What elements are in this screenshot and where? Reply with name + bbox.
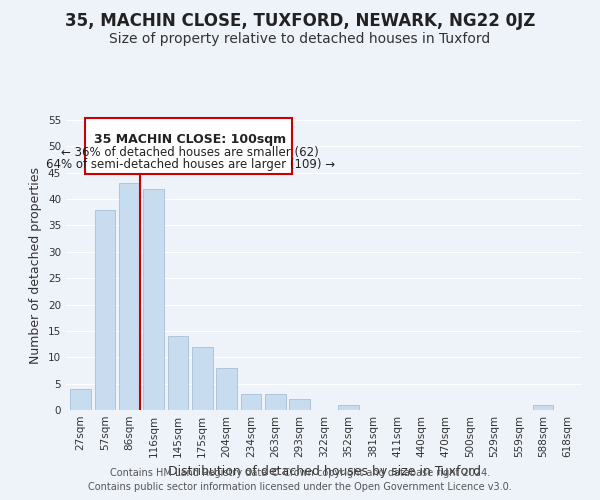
Bar xyxy=(289,400,310,410)
Y-axis label: Number of detached properties: Number of detached properties xyxy=(29,166,43,364)
Bar xyxy=(241,394,262,410)
Bar xyxy=(143,188,164,410)
Bar xyxy=(338,404,359,410)
Text: 35 MACHIN CLOSE: 100sqm: 35 MACHIN CLOSE: 100sqm xyxy=(94,133,286,146)
X-axis label: Distribution of detached houses by size in Tuxford: Distribution of detached houses by size … xyxy=(167,466,481,478)
FancyBboxPatch shape xyxy=(85,118,292,174)
Text: 64% of semi-detached houses are larger (109) →: 64% of semi-detached houses are larger (… xyxy=(46,158,335,171)
Text: ← 36% of detached houses are smaller (62): ← 36% of detached houses are smaller (62… xyxy=(61,146,319,160)
Bar xyxy=(192,346,212,410)
Text: Contains HM Land Registry data © Crown copyright and database right 2024.: Contains HM Land Registry data © Crown c… xyxy=(110,468,490,477)
Bar xyxy=(216,368,237,410)
Bar xyxy=(533,404,553,410)
Bar xyxy=(70,389,91,410)
Bar xyxy=(95,210,115,410)
Bar xyxy=(265,394,286,410)
Bar xyxy=(119,184,140,410)
Text: Size of property relative to detached houses in Tuxford: Size of property relative to detached ho… xyxy=(109,32,491,46)
Text: Contains public sector information licensed under the Open Government Licence v3: Contains public sector information licen… xyxy=(88,482,512,492)
Text: 35, MACHIN CLOSE, TUXFORD, NEWARK, NG22 0JZ: 35, MACHIN CLOSE, TUXFORD, NEWARK, NG22 … xyxy=(65,12,535,30)
Bar xyxy=(167,336,188,410)
